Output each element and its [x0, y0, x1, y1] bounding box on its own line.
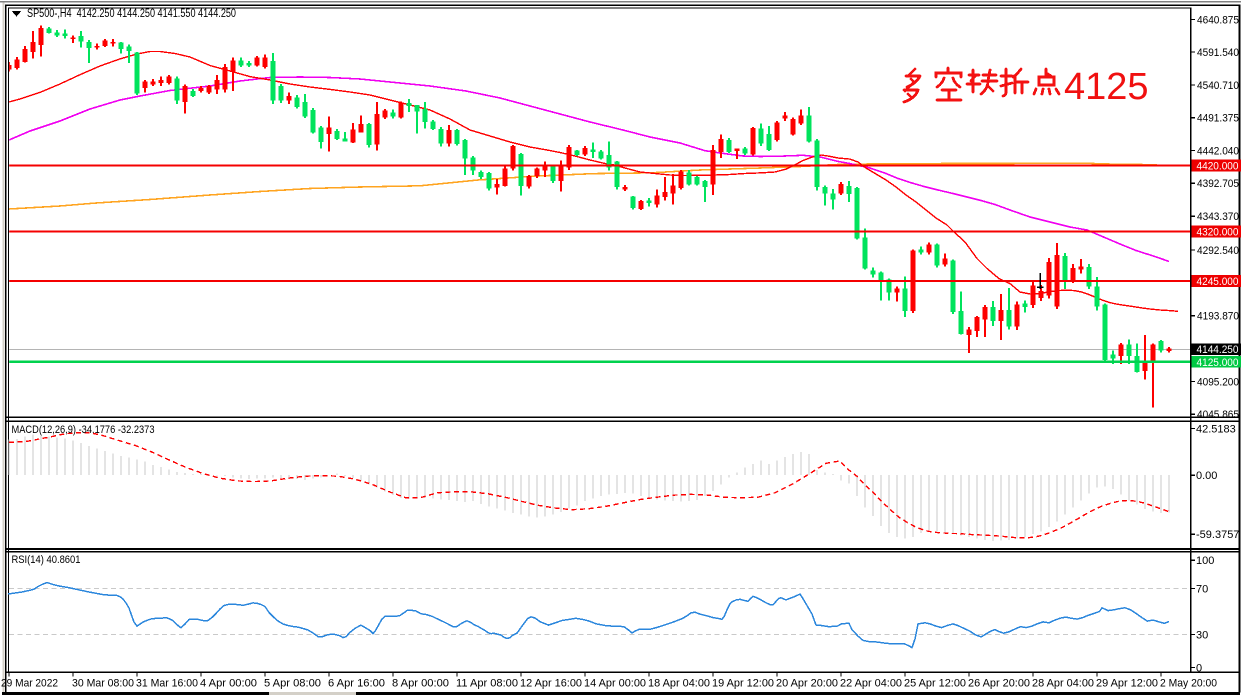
svg-text:4392.705: 4392.705	[1197, 178, 1239, 190]
svg-text:0.00: 0.00	[1196, 470, 1217, 482]
svg-text:28 Apr 04:00: 28 Apr 04:00	[1032, 677, 1094, 689]
svg-text:4343.370: 4343.370	[1197, 211, 1239, 223]
svg-text:4144.250: 4144.250	[1197, 344, 1239, 356]
svg-text:4320.000: 4320.000	[1197, 227, 1239, 239]
svg-text:4491.375: 4491.375	[1197, 113, 1239, 125]
svg-text:26 Apr 20:00: 26 Apr 20:00	[968, 677, 1030, 689]
svg-text:5 Apr 08:00: 5 Apr 08:00	[264, 677, 321, 689]
svg-text:4420.000: 4420.000	[1197, 161, 1239, 173]
svg-text:6 Apr 16:00: 6 Apr 16:00	[328, 677, 385, 689]
svg-text:-59.3757: -59.3757	[1196, 529, 1239, 541]
svg-text:8 Apr 00:00: 8 Apr 00:00	[392, 677, 449, 689]
svg-text:12 Apr 16:00: 12 Apr 16:00	[520, 677, 582, 689]
svg-text:100: 100	[1196, 555, 1214, 567]
svg-text:4 Apr 00:00: 4 Apr 00:00	[200, 677, 257, 689]
svg-text:42.5183: 42.5183	[1196, 423, 1236, 435]
svg-text:70: 70	[1196, 583, 1208, 595]
svg-text:4095.200: 4095.200	[1197, 376, 1239, 388]
svg-text:19 Apr 12:00: 19 Apr 12:00	[712, 677, 774, 689]
svg-text:RSI(14) 40.8601: RSI(14) 40.8601	[12, 554, 81, 566]
svg-text:4193.870: 4193.870	[1197, 311, 1239, 323]
svg-text:18 Apr 04:00: 18 Apr 04:00	[648, 677, 710, 689]
svg-text:SP500-,H4 4142.250 4144.250 4: SP500-,H4 4142.250 4144.250 4141.550 414…	[27, 8, 236, 20]
svg-text:11 Apr 08:00: 11 Apr 08:00	[456, 677, 518, 689]
svg-text:22 Apr 04:00: 22 Apr 04:00	[840, 677, 902, 689]
svg-text:31 Mar 16:00: 31 Mar 16:00	[136, 677, 198, 689]
svg-text:25 Apr 12:00: 25 Apr 12:00	[904, 677, 966, 689]
svg-text:4125: 4125	[1064, 66, 1149, 108]
svg-text:14 Apr 00:00: 14 Apr 00:00	[584, 677, 646, 689]
svg-text:MACD(12,26,9) -34.1776 -32.237: MACD(12,26,9) -34.1776 -32.2373	[12, 424, 155, 436]
svg-text:20 Apr 20:00: 20 Apr 20:00	[776, 677, 838, 689]
svg-text:4045.865: 4045.865	[1197, 409, 1239, 421]
svg-text:4540.710: 4540.710	[1197, 80, 1239, 92]
svg-text:4591.540: 4591.540	[1197, 47, 1239, 59]
svg-text:30 Mar 08:00: 30 Mar 08:00	[72, 677, 134, 689]
svg-text:4640.875: 4640.875	[1197, 14, 1239, 26]
svg-text:2 May 20:00: 2 May 20:00	[1160, 677, 1217, 689]
svg-text:4125.000: 4125.000	[1197, 357, 1239, 369]
svg-text:0: 0	[1196, 662, 1202, 674]
svg-text:4292.540: 4292.540	[1197, 245, 1239, 257]
svg-text:4245.000: 4245.000	[1197, 276, 1239, 288]
svg-text:4442.040: 4442.040	[1197, 145, 1239, 157]
svg-text:29 Apr 12:00: 29 Apr 12:00	[1096, 677, 1158, 689]
svg-text:30: 30	[1196, 629, 1208, 641]
svg-text:29 Mar 2022: 29 Mar 2022	[1, 677, 58, 689]
